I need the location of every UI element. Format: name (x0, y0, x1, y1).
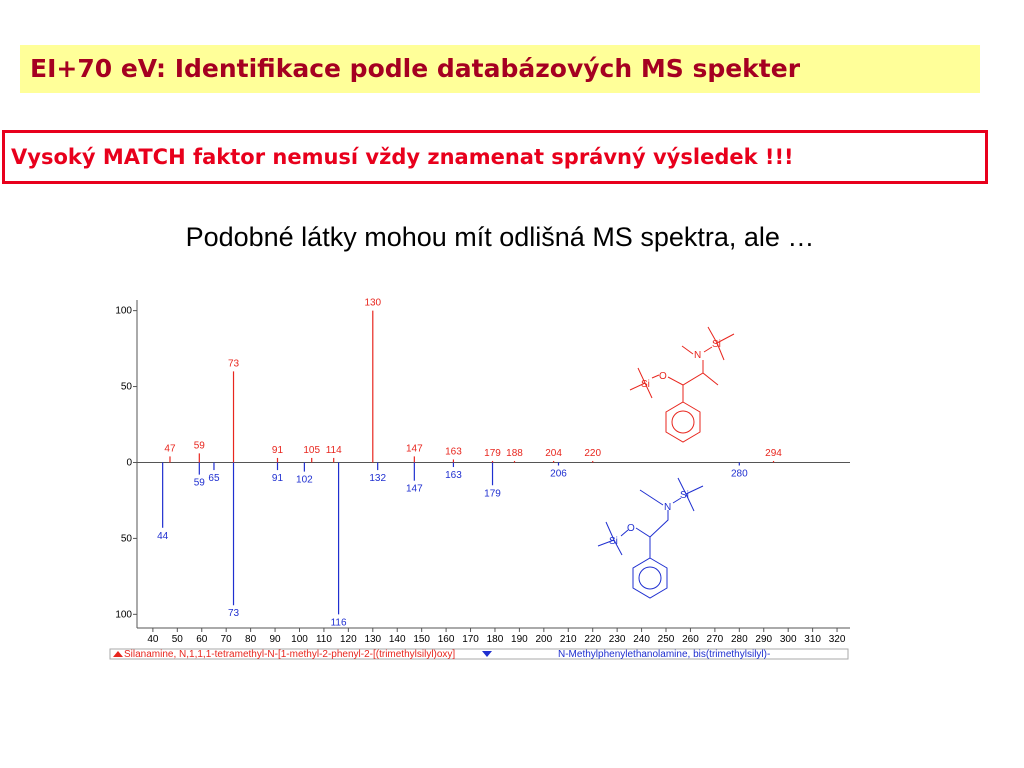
peak-label: 132 (369, 473, 386, 484)
x-tick-label: 50 (172, 634, 184, 645)
peak-label: 116 (331, 617, 347, 628)
peak-label: 204 (545, 448, 562, 459)
x-tick-label: 140 (389, 634, 406, 645)
x-tick-label: 310 (804, 634, 821, 645)
peak-label: 130 (364, 298, 381, 309)
x-tick-label: 320 (829, 634, 846, 645)
x-tick-label: 180 (487, 634, 504, 645)
peak-label: 102 (296, 475, 313, 486)
x-tick-label: 290 (755, 634, 772, 645)
x-tick-label: 220 (584, 634, 601, 645)
peak-label: 73 (228, 608, 240, 619)
legend-marker (482, 651, 492, 657)
peak-label: 147 (406, 443, 423, 454)
x-tick-label: 100 (291, 634, 308, 645)
x-tick-label: 250 (658, 634, 675, 645)
x-tick-label: 190 (511, 634, 528, 645)
atom-label: N (664, 502, 671, 513)
peak-label: 188 (506, 448, 523, 459)
peak-label: 179 (484, 448, 501, 459)
y-tick-label: 50 (121, 382, 133, 393)
atom-label: Si (641, 379, 650, 390)
subtitle: Podobné látky mohou mít odlišná MS spekt… (185, 222, 815, 252)
y-tick-label: 100 (115, 306, 132, 317)
x-tick-label: 270 (707, 634, 724, 645)
peak-label: 105 (303, 445, 320, 456)
x-tick-label: 130 (364, 634, 381, 645)
peak-label: 91 (272, 445, 284, 456)
x-tick-label: 90 (269, 634, 281, 645)
legend-box (109, 648, 849, 660)
y-tick-label: 100 (115, 609, 132, 620)
peak-label: 44 (157, 531, 169, 542)
structure-top (629, 326, 735, 443)
atom-label: Si (609, 536, 618, 547)
peak-label: 163 (445, 446, 462, 457)
x-tick-label: 70 (221, 634, 233, 645)
peak-label: 294 (765, 448, 782, 459)
atom-label: O (627, 523, 635, 534)
x-tick-label: 210 (560, 634, 577, 645)
slide-title: EI+70 eV: Identifikace podle databázovýc… (20, 45, 980, 93)
peak-label: 65 (208, 473, 220, 484)
peak-label: 47 (164, 443, 176, 454)
peak-label: 163 (445, 470, 462, 481)
structure-bottom (597, 477, 704, 599)
atom-label: Si (712, 339, 721, 350)
atom-label: N (694, 350, 701, 361)
x-tick-label: 150 (413, 634, 430, 645)
x-tick-label: 240 (633, 634, 650, 645)
peak-label: 179 (484, 488, 501, 499)
peak-label: 73 (228, 358, 240, 369)
legend-marker (113, 651, 123, 657)
x-tick-label: 170 (462, 634, 479, 645)
peak-label: 91 (272, 473, 284, 484)
atom-label: Si (680, 490, 689, 501)
x-tick-label: 280 (731, 634, 748, 645)
peak-label: 206 (550, 469, 567, 480)
x-tick-label: 230 (609, 634, 626, 645)
legend-label: Silanamine, N,1,1,1-tetramethyl-N-[1-met… (124, 649, 455, 660)
x-tick-label: 40 (147, 634, 159, 645)
atom-label: O (659, 371, 667, 382)
peak-label: 59 (194, 440, 206, 451)
legend-label: N-Methylphenylethanolamine, bis(trimethy… (558, 649, 770, 660)
y-tick-label: 50 (121, 533, 133, 544)
x-tick-label: 260 (682, 634, 699, 645)
peak-label: 147 (406, 484, 423, 495)
peak-label: 59 (194, 478, 206, 489)
x-tick-label: 110 (316, 634, 332, 645)
warning: Vysoký MATCH faktor nemusí vždy znamenat… (2, 130, 988, 184)
x-tick-label: 60 (196, 634, 208, 645)
x-tick-label: 200 (535, 634, 552, 645)
x-tick-label: 120 (340, 634, 357, 645)
x-tick-label: 80 (245, 634, 257, 645)
x-tick-label: 300 (780, 634, 797, 645)
peak-label: 280 (731, 469, 748, 480)
y-tick-label: 0 (126, 457, 132, 468)
peak-label: 220 (584, 448, 601, 459)
x-tick-label: 160 (438, 634, 455, 645)
peak-label: 114 (326, 445, 342, 456)
